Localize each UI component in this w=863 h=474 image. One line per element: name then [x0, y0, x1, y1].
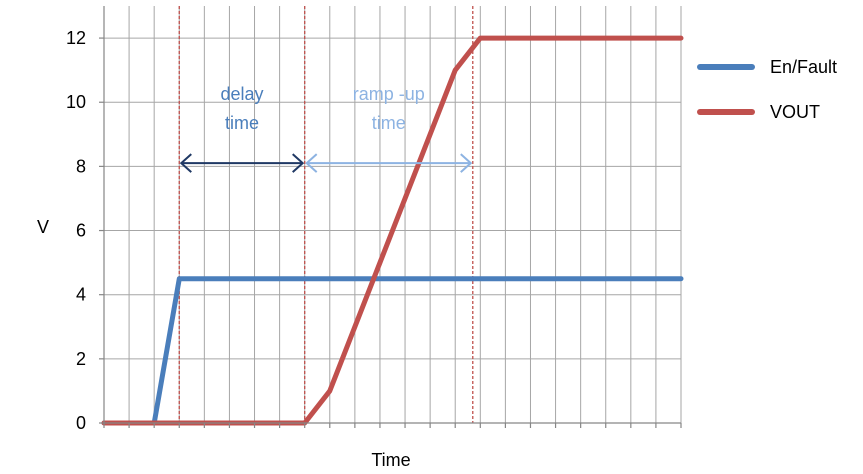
y-tick-label: 12	[66, 28, 86, 48]
series-en-fault-line	[101, 276, 684, 426]
legend-label: En/Fault	[770, 57, 837, 77]
x-axis-title: Time	[371, 450, 410, 470]
ramp-label-line: time	[372, 113, 406, 133]
y-tick-label: 2	[76, 349, 86, 369]
legend-label: VOUT	[770, 102, 820, 122]
delay-arrowhead-left	[179, 153, 192, 173]
y-tick-label: 10	[66, 92, 86, 112]
y-tick-label: 4	[76, 285, 86, 305]
vertical-markers	[178, 6, 474, 423]
ramp-arrowhead-right	[460, 153, 473, 173]
y-tick-label: 6	[76, 221, 86, 241]
y-axis-title: V	[37, 217, 49, 237]
ramp-label-line: ramp -up	[353, 84, 425, 104]
annotations: delay time ramp -up time	[179, 84, 473, 173]
delay-label-line: delay	[220, 84, 263, 104]
axes: 0 2 4 6 8 10 12	[66, 6, 682, 433]
y-tick-label: 0	[76, 413, 86, 433]
delay-arrowhead-right	[292, 153, 305, 173]
y-tick-label: 8	[76, 156, 86, 176]
ramp-arrowhead-left	[305, 153, 318, 173]
legend: En/Fault VOUT	[697, 57, 837, 122]
grid	[103, 6, 682, 424]
delay-label-line: time	[225, 113, 259, 133]
